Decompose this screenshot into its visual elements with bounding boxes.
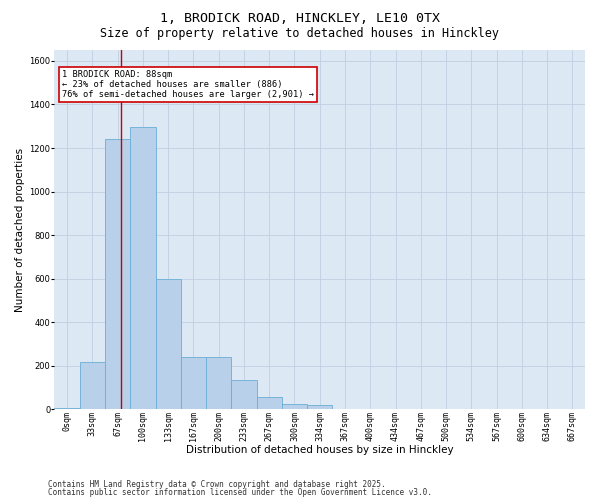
Bar: [282, 404, 307, 409]
Bar: [206, 357, 232, 410]
Text: 1 BRODICK ROAD: 88sqm
← 23% of detached houses are smaller (886)
76% of semi-det: 1 BRODICK ROAD: 88sqm ← 23% of detached …: [62, 70, 314, 100]
Bar: [55, 408, 80, 410]
Bar: [80, 362, 105, 410]
Bar: [130, 128, 155, 410]
Text: Size of property relative to detached houses in Hinckley: Size of property relative to detached ho…: [101, 28, 499, 40]
Bar: [105, 140, 130, 409]
Y-axis label: Number of detached properties: Number of detached properties: [15, 148, 25, 312]
X-axis label: Distribution of detached houses by size in Hinckley: Distribution of detached houses by size …: [186, 445, 454, 455]
Bar: [181, 357, 206, 410]
Text: Contains HM Land Registry data © Crown copyright and database right 2025.: Contains HM Land Registry data © Crown c…: [48, 480, 386, 489]
Bar: [307, 405, 332, 409]
Text: Contains public sector information licensed under the Open Government Licence v3: Contains public sector information licen…: [48, 488, 432, 497]
Bar: [232, 380, 257, 410]
Bar: [155, 278, 181, 409]
Text: 1, BRODICK ROAD, HINCKLEY, LE10 0TX: 1, BRODICK ROAD, HINCKLEY, LE10 0TX: [160, 12, 440, 26]
Bar: [257, 398, 282, 409]
